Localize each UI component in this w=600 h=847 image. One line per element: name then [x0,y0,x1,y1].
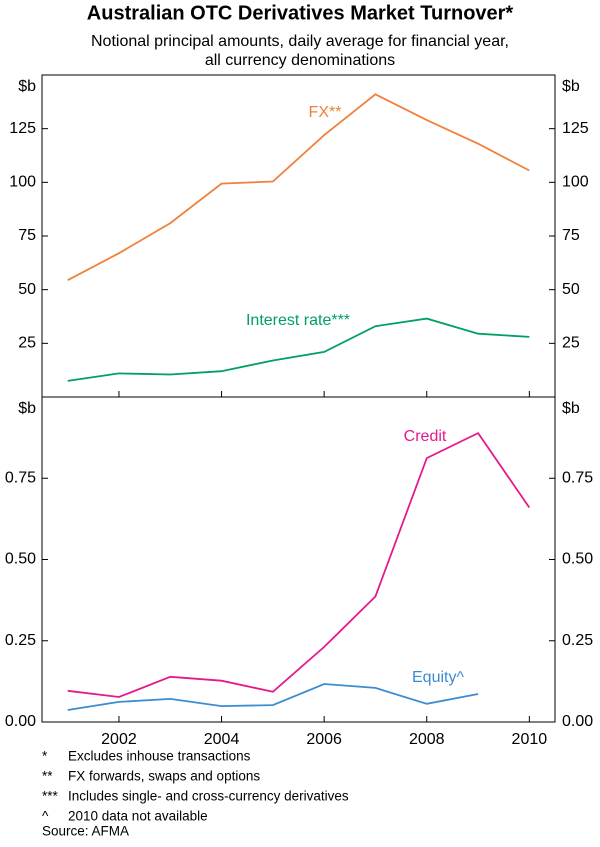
y-tick-label: 75 [18,227,36,244]
x-tick-label: 2008 [409,731,445,748]
series-label: Interest rate*** [246,312,350,329]
subtitle: Notional principal amounts, daily averag… [91,33,509,50]
y-tick-label: 0.50 [562,551,593,568]
series-line [67,317,530,382]
y-tick-label: 25 [18,335,36,352]
footnote-text: 2010 data not available [68,809,208,824]
subtitle: all currency denominations [205,52,395,69]
y-axis-unit: $b [562,400,580,417]
series-label: FX** [309,104,342,121]
y-tick-label: 75 [562,227,580,244]
y-tick-label: 125 [562,120,589,137]
y-tick-label: 100 [562,174,589,191]
series-line [67,431,531,698]
y-tick-label: 0.00 [562,713,593,730]
y-tick-label: 0.75 [5,469,36,486]
x-tick-label: 2004 [204,731,240,748]
y-tick-label: 100 [9,174,36,191]
y-axis-unit: $b [18,400,36,417]
y-axis-unit: $b [562,78,580,95]
y-tick-label: 125 [9,120,36,137]
y-tick-label: 0.50 [5,551,36,568]
footnote-mark: * [42,749,48,764]
y-axis-unit: $b [18,78,36,95]
y-tick-label: 0.00 [5,713,36,730]
footnote-mark: ^ [42,809,49,824]
series-line [67,683,479,711]
y-tick-label: 0.75 [562,469,593,486]
footnote-text: Includes single- and cross-currency deri… [68,789,349,804]
footnote-text: FX forwards, swaps and options [68,769,260,784]
y-tick-label: 0.25 [562,632,593,649]
chart-title: Australian OTC Derivatives Market Turnov… [87,2,514,24]
x-tick-label: 2006 [306,731,342,748]
y-tick-label: 50 [18,281,36,298]
series-line [67,93,530,281]
y-tick-label: 25 [562,335,580,352]
series-label: Equity^ [412,669,464,686]
footnote-mark: ** [42,769,53,784]
source: Source: AFMA [42,824,129,839]
footnote-text: Excludes inhouse transactions [68,749,251,764]
footnote-mark: *** [42,789,59,804]
x-tick-label: 2010 [512,731,548,748]
x-tick-label: 2002 [101,731,137,748]
plot-frame [41,74,556,723]
series-label: Credit [404,428,447,445]
y-tick-label: 0.25 [5,632,36,649]
y-tick-label: 50 [562,281,580,298]
